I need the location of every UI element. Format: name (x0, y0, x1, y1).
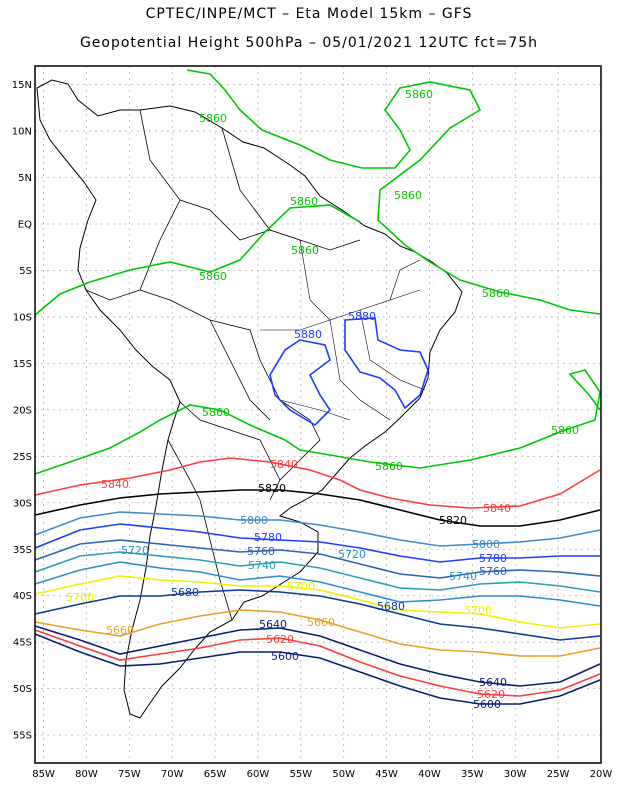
contour-label: 5660 (106, 624, 134, 637)
lat-tick-label: 10S (13, 312, 32, 323)
map-subtitle: Geopotential Height 500hPa – 05/01/2021 … (79, 35, 539, 51)
lat-tick-label: 40S (13, 591, 32, 602)
map-frame (34, 65, 602, 764)
lon-tick-label: 65W (204, 769, 227, 780)
lon-tick-label: 75W (118, 769, 141, 780)
contour-label: 5860 (482, 287, 510, 300)
lon-tick-label: 45W (375, 769, 398, 780)
contour-label: 5820 (439, 514, 467, 527)
contour-label: 5820 (258, 482, 286, 495)
contour-label: 5620 (477, 688, 505, 701)
contour-label: 5860 (290, 195, 318, 208)
contour-label: 5720 (338, 548, 366, 561)
contour-label: 5880 (348, 310, 376, 323)
lat-tick-label: 35S (13, 545, 32, 556)
lon-tick-label: 70W (161, 769, 184, 780)
lon-tick-label: 25W (547, 769, 570, 780)
contour-5620 (34, 629, 601, 697)
contour-label: 5860 (202, 406, 230, 419)
contour-5740 (34, 551, 601, 593)
contour-label: 5760 (247, 545, 275, 558)
lon-tick-label: 50W (332, 769, 355, 780)
lon-tick-label: 85W (32, 769, 55, 780)
contour-label: 5600 (473, 698, 501, 711)
contour-5820 (34, 489, 601, 527)
lat-tick-label: 20S (13, 405, 32, 416)
lon-tick-label: 40W (418, 769, 441, 780)
contour-label: 5860 (394, 189, 422, 202)
contour-5660 (34, 609, 601, 657)
contour-5700 (34, 575, 601, 629)
lat-tick-label: 15N (12, 80, 32, 91)
contour-label: 5860 (551, 424, 579, 437)
latitude-labels: 15N 10N 5N EQ 5S 10S 15S 20S 25S 30S 35S 40S 45S 50S 5… (12, 80, 32, 742)
contour-label: 5860 (375, 460, 403, 473)
lat-tick-label: 25S (13, 452, 32, 463)
contour-label: 5880 (294, 328, 322, 341)
contour-label: 5700 (66, 591, 94, 604)
lat-tick-label: EQ (18, 219, 32, 230)
contour-label: 5740 (449, 570, 477, 583)
contour-label: 5720 (121, 544, 149, 557)
contour-label: 5840 (101, 478, 129, 491)
contour-5800 (34, 511, 601, 547)
contour-label: 5680 (377, 600, 405, 613)
contour-label: 5700 (464, 604, 492, 617)
contour-label: 5860 (199, 270, 227, 283)
contour-label: 5860 (291, 244, 319, 257)
lon-tick-label: 60W (247, 769, 270, 780)
contour-label: 5700 (287, 580, 315, 593)
lon-tick-label: 20W (590, 769, 613, 780)
contour-label: 5600 (271, 650, 299, 663)
contour-label: 5800 (240, 514, 268, 527)
contour-5760 (34, 539, 601, 579)
contour-5720 (34, 561, 601, 607)
lon-tick-label: 80W (75, 769, 98, 780)
contour-label: 5760 (479, 565, 507, 578)
contour-label: 5620 (266, 633, 294, 646)
lat-tick-label: 30S (13, 498, 32, 509)
contour-5680 (34, 589, 601, 641)
lat-tick-label: 10N (12, 127, 32, 138)
map-title: CPTEC/INPE/MCT – Eta Model 15km – GFS (145, 6, 473, 22)
lon-tick-label: 55W (290, 769, 313, 780)
contour-label: 5800 (472, 538, 500, 551)
contour-label: 5780 (479, 552, 507, 565)
contour-label: 5780 (254, 531, 282, 544)
lat-tick-label: 5S (19, 266, 32, 277)
contour-5600 (34, 633, 601, 705)
contour-label: 5840 (270, 458, 298, 471)
lon-tick-label: 30W (504, 769, 527, 780)
contour-label: 5680 (171, 586, 199, 599)
contour-label: 5740 (248, 559, 276, 572)
contour-5860-lower (34, 204, 361, 316)
lat-tick-label: 55S (13, 731, 32, 742)
longitude-labels: 85W 80W 75W 70W 65W 60W 55W 50W 45W 40W 35W 30W 25W 2… (32, 769, 612, 780)
contour-5840 (34, 457, 601, 509)
lat-tick-label: 15S (13, 359, 32, 370)
contour-lines (34, 69, 601, 705)
contour-5640 (34, 625, 601, 687)
contour-label: 5840 (483, 502, 511, 515)
contour-label: 5860 (405, 88, 433, 101)
contour-label: 5860 (199, 112, 227, 125)
contour-label-layer: 5860 5860 5860 5860 5860 5860 5860 5860 … (66, 88, 579, 711)
lon-tick-label: 35W (461, 769, 484, 780)
lat-tick-label: 50S (13, 684, 32, 695)
contour-5880-west (269, 339, 332, 427)
contour-5860-south (34, 369, 601, 475)
contour-label: 5660 (307, 616, 335, 629)
lat-tick-label: 45S (13, 638, 32, 649)
contour-label: 5640 (259, 618, 287, 631)
lat-tick-label: 5N (18, 173, 32, 184)
contour-5860-north (186, 69, 601, 315)
state-borders (260, 229, 426, 421)
contour-5880-east (344, 317, 429, 410)
contour-5780 (34, 523, 600, 563)
contour-label: 5640 (479, 676, 507, 689)
